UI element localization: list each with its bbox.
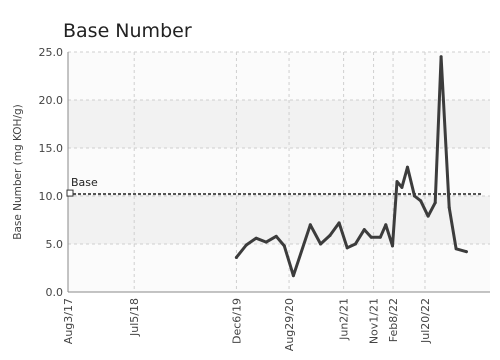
y-tick-label: 15.0 — [39, 142, 64, 155]
x-tick-labels: Aug3/17 Jul5/18 Dec6/19 Aug29/20 Jun2/21 Nov1… — [62, 298, 432, 351]
y-tick-labels: 0.0 5.0 10.0 15.0 20.0 25.0 — [39, 46, 64, 299]
data-point — [337, 221, 341, 225]
data-point — [345, 246, 349, 250]
y-band — [68, 244, 490, 292]
reference-marker — [66, 189, 74, 197]
y-band — [68, 52, 490, 100]
y-tick-label: 25.0 — [39, 46, 64, 59]
data-point — [369, 235, 373, 239]
data-point — [400, 185, 404, 189]
x-tick-label: Aug3/17 — [62, 298, 75, 344]
data-point — [264, 240, 268, 244]
data-point — [390, 244, 394, 248]
data-point — [426, 214, 430, 218]
x-tick-label: Nov1/21 — [368, 298, 381, 344]
x-tick-label: Feb8/22 — [387, 298, 400, 342]
x-tick-label: Jul5/18 — [128, 298, 141, 337]
data-point — [308, 223, 312, 227]
data-point — [282, 244, 286, 248]
axes — [67, 52, 490, 293]
data-point — [378, 235, 382, 239]
reference-label: Base — [71, 176, 98, 189]
y-tick-label: 10.0 — [39, 190, 64, 203]
y-axis-label: Base Number (mg KOH/g) — [12, 104, 24, 240]
data-point — [413, 194, 417, 198]
data-point — [395, 180, 399, 184]
data-point — [405, 165, 409, 169]
data-point — [439, 55, 443, 59]
data-point — [274, 234, 278, 238]
data-point — [362, 228, 366, 232]
x-tick-label: Jun2/21 — [338, 298, 351, 341]
x-tick-label: Dec6/19 — [230, 298, 243, 344]
data-point — [433, 201, 437, 205]
y-tick-label: 5.0 — [46, 238, 64, 251]
y-band — [68, 100, 490, 148]
data-point — [384, 223, 388, 227]
data-point — [244, 243, 248, 247]
data-point — [353, 242, 357, 246]
data-point — [254, 236, 258, 240]
data-point — [454, 247, 458, 251]
data-point — [319, 242, 323, 246]
data-point — [328, 233, 332, 237]
series-group — [234, 55, 468, 278]
plot-background — [68, 52, 490, 292]
data-point — [291, 274, 295, 278]
y-band — [68, 196, 490, 244]
y-band — [68, 148, 490, 196]
chart-title: Base Number — [63, 20, 192, 42]
data-point — [234, 255, 238, 259]
y-tick-label: 0.0 — [46, 286, 64, 299]
data-point — [419, 199, 423, 203]
x-tick-label: Jul20/22 — [419, 298, 432, 344]
x-tick-label: Aug29/20 — [283, 298, 296, 351]
data-point — [447, 206, 451, 210]
data-point — [464, 250, 468, 254]
y-tick-label: 20.0 — [39, 94, 64, 107]
